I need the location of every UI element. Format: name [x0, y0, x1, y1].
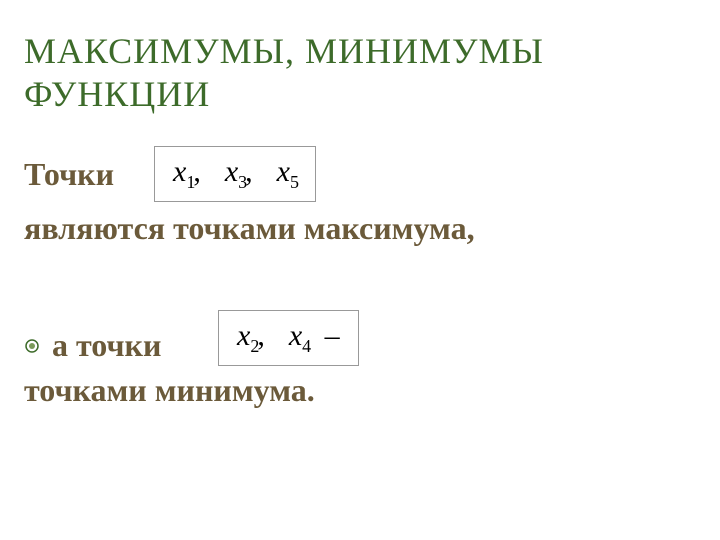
math-var: x3,	[225, 155, 253, 193]
minima-statement: точками минимума.	[24, 372, 700, 409]
slide-content: Точки x1, x3, x5 являются точками максим…	[0, 126, 720, 409]
slide-title: МАКСИМУМЫ, МИНИМУМЫ ФУНКЦИИ	[0, 0, 720, 126]
math-var: x5	[277, 155, 297, 193]
math-box-maxima: x1, x3, x5	[154, 146, 316, 202]
bullet-icon	[24, 338, 40, 354]
line-3: а точки	[24, 327, 700, 364]
maxima-statement: являются точками максимума,	[24, 210, 700, 247]
math-var: x4 –	[289, 319, 340, 357]
points-label: Точки	[24, 156, 114, 193]
math-var: x1,	[173, 155, 201, 193]
math-var: x2,	[237, 319, 265, 357]
math-box-minima: x2, x4 –	[218, 310, 359, 366]
line-1: Точки x1, x3, x5	[24, 146, 700, 202]
and-points-label: а точки	[52, 327, 161, 364]
